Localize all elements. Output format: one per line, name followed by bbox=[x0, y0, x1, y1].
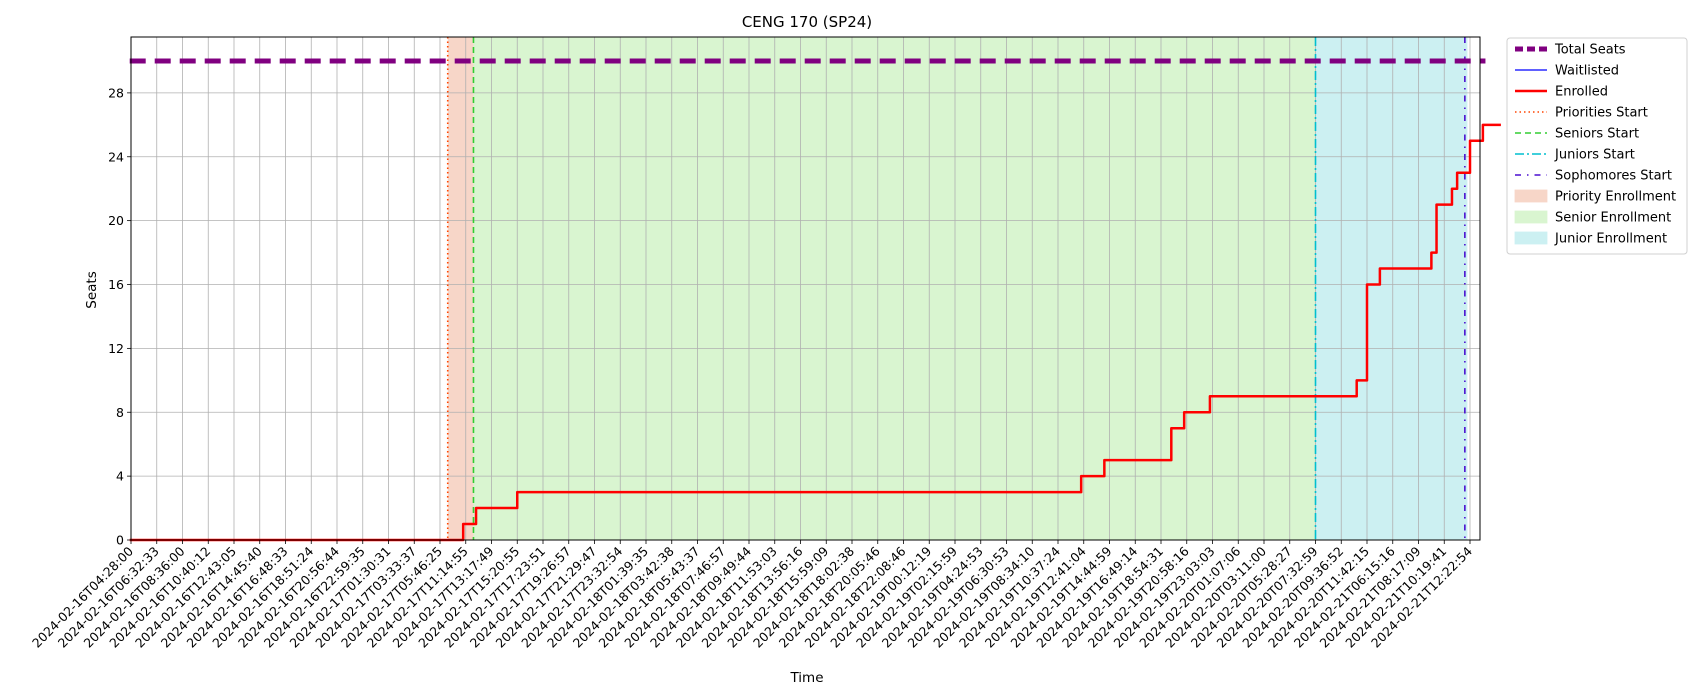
y-tick-label: 20 bbox=[108, 213, 124, 228]
y-axis-ticks: 0 4 8 12 16 20 24 28 bbox=[108, 85, 131, 548]
y-tick-label: 24 bbox=[108, 149, 124, 164]
y-tick-label: 28 bbox=[108, 85, 124, 100]
y-tick-label: 8 bbox=[116, 405, 124, 420]
legend-label-enrolled: Enrolled bbox=[1555, 85, 1608, 100]
series-line-enrolled bbox=[129, 123, 1501, 542]
shaded-region-senior-enrollment bbox=[473, 37, 1316, 540]
plot-frame bbox=[130, 36, 1481, 541]
y-tick-label: 4 bbox=[116, 469, 124, 484]
legend-swatch-senior-enrollment bbox=[1514, 210, 1548, 224]
legend-label-junior-enrollment: Junior Enrollment bbox=[1554, 232, 1667, 247]
legend-label-senior-enrollment: Senior Enrollment bbox=[1555, 211, 1671, 226]
x-axis-label: Time bbox=[789, 670, 823, 686]
legend-label-sophomores-start: Sophomores Start bbox=[1555, 169, 1672, 184]
axes bbox=[130, 36, 1481, 541]
chart-title: CENG 170 (SP24) bbox=[742, 13, 872, 31]
y-tick-label: 16 bbox=[108, 277, 124, 292]
legend-label-priorities-start: Priorities Start bbox=[1555, 106, 1648, 121]
x-axis-ticks: 2024-02-16T04:28:002024-02-16T06:32:3320… bbox=[29, 540, 1475, 651]
legend-label-total-seats: Total Seats bbox=[1554, 43, 1626, 58]
legend-swatch-priority-enrollment bbox=[1514, 189, 1548, 203]
legend-label-seniors-start: Seniors Start bbox=[1555, 127, 1639, 142]
shaded-regions bbox=[447, 37, 1468, 540]
y-axis-label: Seats bbox=[84, 271, 100, 308]
enrollment-start-lines bbox=[446, 37, 1466, 540]
legend-swatch-junior-enrollment bbox=[1514, 231, 1548, 245]
data-series bbox=[129, 58, 1501, 542]
legend-box bbox=[1506, 37, 1688, 255]
legend-label-priority-enrollment: Priority Enrollment bbox=[1555, 190, 1676, 205]
y-tick-label: 0 bbox=[116, 533, 124, 548]
y-tick-label: 12 bbox=[108, 341, 124, 356]
legend-label-waitlisted: Waitlisted bbox=[1555, 64, 1619, 79]
shaded-region-junior-enrollment bbox=[1315, 37, 1468, 540]
grid-lines bbox=[130, 37, 1480, 541]
shaded-region-priority-enrollment bbox=[447, 37, 474, 540]
legend-label-juniors-start: Juniors Start bbox=[1554, 148, 1635, 163]
legend: Total Seats Waitlisted Enrolled Priorities … bbox=[1506, 37, 1688, 255]
